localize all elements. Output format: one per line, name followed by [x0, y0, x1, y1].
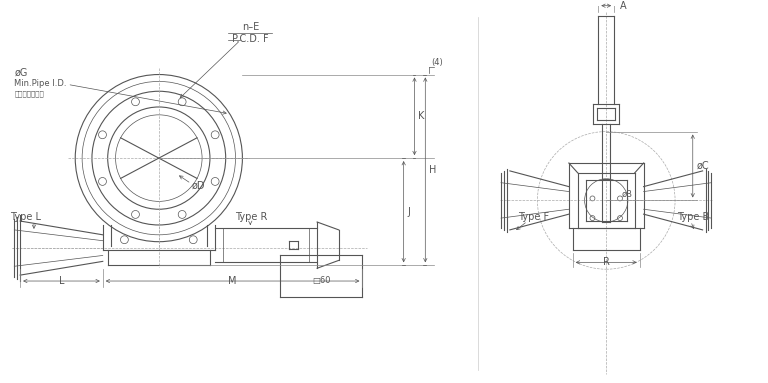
- Text: Type B: Type B: [677, 212, 710, 222]
- Text: M: M: [228, 276, 237, 286]
- Text: K: K: [419, 111, 425, 121]
- Text: øB: øB: [622, 190, 633, 199]
- Text: A: A: [620, 1, 627, 11]
- Text: Type R: Type R: [234, 212, 267, 222]
- Text: L: L: [58, 276, 65, 286]
- Text: J: J: [408, 207, 410, 217]
- Text: H: H: [429, 165, 436, 175]
- Text: øG: øG: [15, 67, 28, 78]
- Text: 接続管最小内径: 接続管最小内径: [15, 91, 44, 98]
- Text: Type F: Type F: [518, 212, 549, 222]
- Text: □60: □60: [312, 275, 330, 285]
- Text: Type L: Type L: [10, 212, 41, 222]
- Text: R: R: [603, 257, 610, 267]
- Text: øC: øC: [697, 161, 710, 171]
- Text: P.C.D. F: P.C.D. F: [232, 34, 269, 44]
- Text: (4): (4): [431, 58, 443, 67]
- Text: n–E: n–E: [242, 22, 259, 32]
- Text: øD: øD: [191, 181, 205, 191]
- Text: Min.Pipe I.D.: Min.Pipe I.D.: [15, 79, 67, 88]
